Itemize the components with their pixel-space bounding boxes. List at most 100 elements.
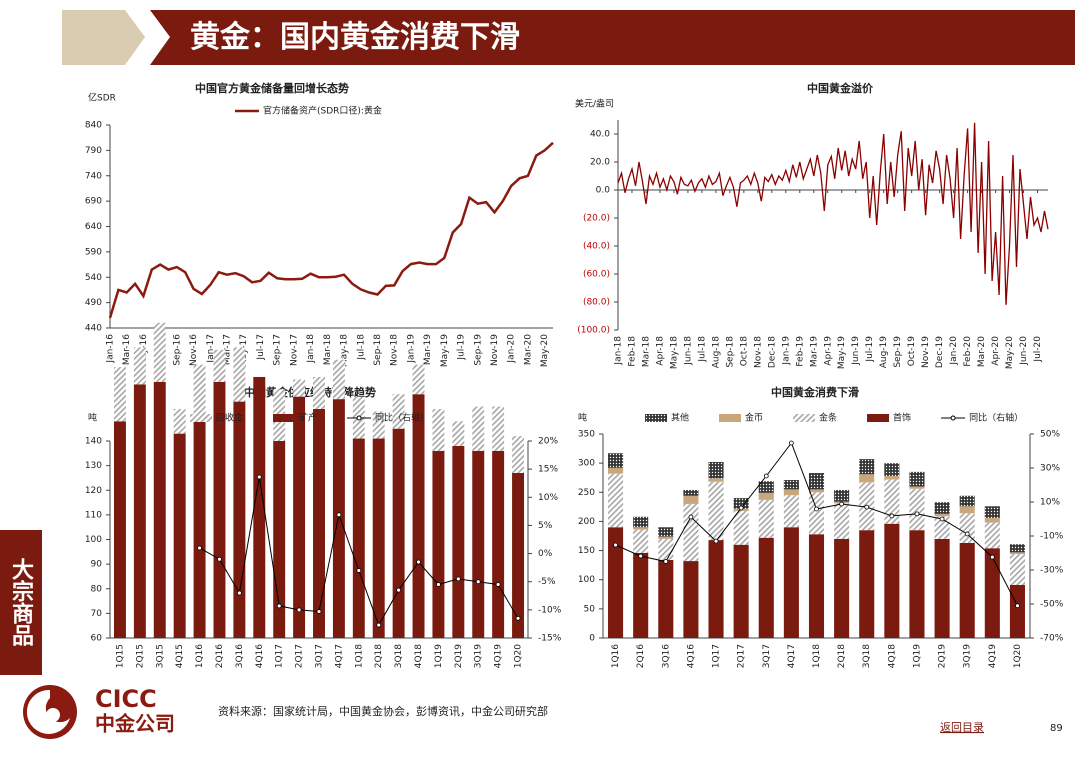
line-marker bbox=[336, 512, 342, 518]
x-tick-label: 3Q15 bbox=[155, 644, 165, 668]
x-tick-label: 2Q19 bbox=[938, 644, 948, 669]
bar-segment bbox=[909, 486, 925, 489]
y-tick-label: 590 bbox=[85, 247, 102, 257]
legend-label: 其他 bbox=[671, 412, 689, 424]
legend-marker bbox=[356, 415, 362, 421]
legend-swatch bbox=[645, 414, 667, 422]
x-tick-label: Jul-18 bbox=[356, 334, 366, 361]
line-marker bbox=[864, 504, 870, 510]
line-marker bbox=[356, 568, 362, 573]
back-link[interactable]: 返回目录 bbox=[940, 721, 984, 734]
x-tick-label: Mar-19 bbox=[423, 334, 433, 365]
bar-segment bbox=[372, 411, 385, 439]
y-tick-label: (80.0) bbox=[583, 298, 610, 308]
bar-segment bbox=[412, 364, 425, 395]
x-tick-label: 2Q18 bbox=[837, 644, 847, 669]
y-tick-label: 540 bbox=[85, 273, 102, 283]
bar-segment bbox=[492, 450, 505, 638]
x-tick-label: 4Q19 bbox=[494, 644, 504, 669]
x-tick-label: Oct-18 bbox=[739, 336, 749, 367]
line-marker bbox=[763, 473, 769, 479]
line-marker bbox=[256, 474, 262, 480]
x-tick-label: 2Q16 bbox=[215, 644, 225, 669]
y-axis-label: 吨 bbox=[88, 412, 97, 424]
side-label: 大宗商品 bbox=[8, 558, 34, 646]
bar-segment bbox=[783, 495, 799, 528]
x-tick-label: Jan-20 bbox=[507, 334, 517, 364]
bar-segment bbox=[934, 513, 950, 517]
line-marker bbox=[814, 506, 819, 512]
x-tick-label: Jan-20 bbox=[949, 336, 959, 366]
x-tick-label: Jan-19 bbox=[781, 336, 791, 366]
bar-segment bbox=[959, 495, 975, 507]
chart-title: 中国黄金消费下滑 bbox=[771, 385, 859, 399]
bar-segment bbox=[608, 467, 624, 474]
bar-segment bbox=[808, 492, 825, 535]
x-tick-label: Dec-19 bbox=[935, 336, 945, 368]
bar-segment bbox=[432, 450, 445, 638]
line-marker bbox=[1015, 603, 1020, 609]
bar-segment bbox=[984, 506, 1000, 518]
x-tick-label: Nov-18 bbox=[390, 334, 400, 366]
bar-segment bbox=[834, 538, 850, 638]
legend-label: 官方储备资产(SDR口径):黄金 bbox=[263, 105, 382, 117]
y-tick-label: 20.0 bbox=[590, 158, 610, 168]
x-tick-label: 2Q15 bbox=[135, 644, 145, 668]
x-tick-label: May-18 bbox=[669, 336, 679, 369]
bar-segment bbox=[708, 478, 724, 482]
line-marker bbox=[663, 559, 669, 564]
x-tick-label: 1Q17 bbox=[275, 644, 285, 668]
y2-tick-label: -10% bbox=[1040, 532, 1064, 542]
y-tick-label: 350 bbox=[578, 430, 595, 440]
logo-en: CICC bbox=[95, 685, 157, 713]
y2-tick-label: 15% bbox=[538, 465, 558, 475]
bar-segment bbox=[352, 438, 365, 638]
bar-segment bbox=[934, 538, 950, 638]
x-tick-label: 3Q16 bbox=[235, 644, 245, 669]
line-marker bbox=[713, 538, 719, 544]
x-tick-label: Jan-19 bbox=[406, 334, 416, 364]
line-marker bbox=[738, 505, 744, 511]
bar-segment bbox=[783, 527, 799, 638]
y-tick-label: 100 bbox=[85, 535, 102, 545]
x-tick-label: Jul-17 bbox=[256, 334, 266, 361]
line-marker bbox=[197, 545, 202, 551]
line-marker bbox=[475, 579, 481, 585]
y-tick-label: 690 bbox=[85, 197, 102, 207]
line-marker bbox=[688, 514, 694, 520]
x-tick-label: Jan-18 bbox=[306, 334, 316, 364]
bar-segment bbox=[608, 473, 624, 528]
x-tick-label: 4Q16 bbox=[686, 644, 696, 669]
y2-tick-label: 20% bbox=[538, 437, 558, 447]
logo bbox=[23, 685, 77, 739]
y-tick-label: 90 bbox=[91, 560, 103, 570]
line-marker bbox=[914, 511, 920, 517]
source-note: 资料来源：国家统计局，中国黄金协会，彭博资讯，中金公司研究部 bbox=[218, 704, 548, 718]
y-tick-label: 150 bbox=[578, 546, 595, 556]
y2-tick-label: -70% bbox=[1040, 634, 1064, 644]
bar-segment bbox=[633, 529, 649, 553]
bar-segment bbox=[658, 527, 674, 537]
logo-cn: 中金公司 bbox=[95, 712, 175, 736]
line-marker bbox=[638, 553, 644, 559]
bar-segment bbox=[432, 408, 445, 451]
bar-segment bbox=[633, 527, 649, 530]
bar-segment bbox=[834, 503, 850, 539]
bar-segment bbox=[683, 561, 699, 638]
x-tick-label: Jul-19 bbox=[457, 334, 467, 361]
x-tick-label: Aug-19 bbox=[879, 336, 889, 369]
y2-tick-label: -15% bbox=[538, 634, 562, 644]
x-tick-label: May-19 bbox=[837, 336, 847, 369]
y2-tick-label: -50% bbox=[1040, 600, 1064, 610]
line-marker bbox=[788, 440, 794, 446]
y-tick-label: 60 bbox=[91, 634, 103, 644]
bar-segment bbox=[984, 522, 1000, 549]
legend-label: 金币 bbox=[745, 412, 763, 424]
x-tick-label: Jul-18 bbox=[697, 336, 707, 363]
bar-segment bbox=[783, 480, 799, 490]
y-tick-label: 130 bbox=[85, 461, 102, 471]
line-marker bbox=[396, 587, 402, 593]
line-marker bbox=[316, 609, 322, 614]
y-tick-label: 0.0 bbox=[596, 186, 611, 196]
y-tick-label: 490 bbox=[85, 298, 102, 308]
